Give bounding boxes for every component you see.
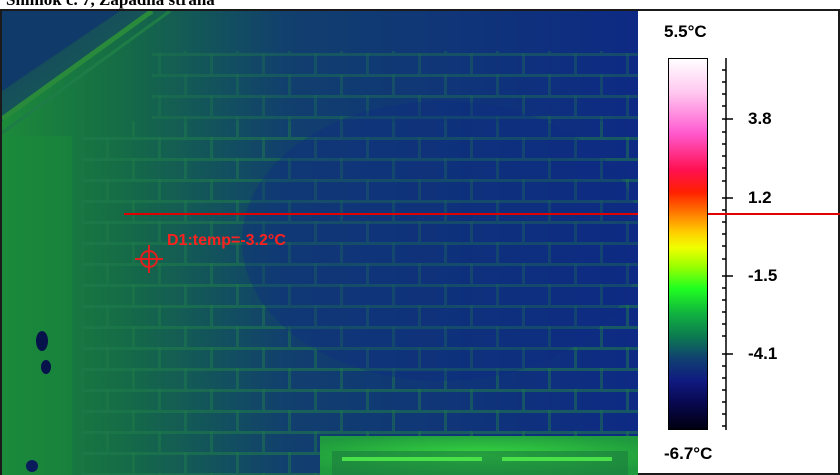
scale-tick-label: -1.5 bbox=[748, 266, 778, 285]
scale-max-label: 5.5°C bbox=[664, 22, 707, 41]
crosshair-icon bbox=[135, 245, 163, 273]
measurement-line-extension bbox=[708, 213, 840, 215]
scale-tick-label: 1.2 bbox=[748, 188, 772, 207]
scale-min-label: -6.7°C bbox=[664, 444, 713, 463]
image-caption: Snímok č. 7, Zapadna strana bbox=[6, 0, 215, 9]
scale-tick-label: 3.8 bbox=[748, 109, 772, 128]
thermal-image bbox=[2, 11, 638, 475]
temperature-colorbar bbox=[668, 58, 708, 430]
scale-tick-label: -4.1 bbox=[748, 344, 778, 363]
measurement-label: D1:temp=-3.2°C bbox=[167, 232, 286, 249]
colorbar-ticks bbox=[722, 58, 733, 430]
